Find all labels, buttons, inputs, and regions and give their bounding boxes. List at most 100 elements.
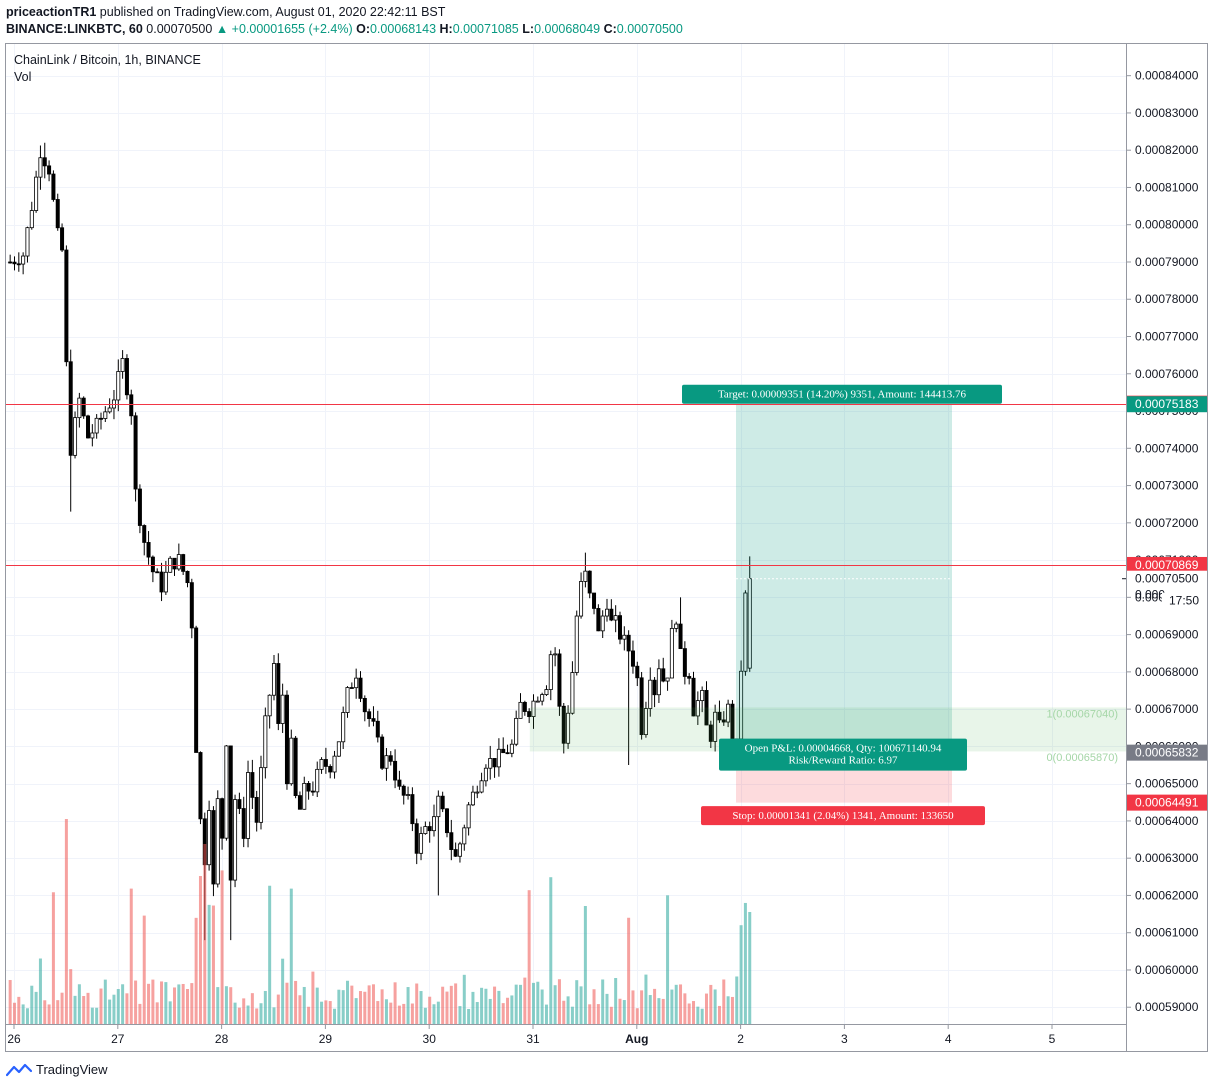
candle-body bbox=[349, 687, 354, 689]
volume-bar bbox=[514, 984, 518, 1024]
time-tick-label: 26 bbox=[7, 1032, 21, 1046]
tradingview-footer[interactable]: TradingView bbox=[6, 1062, 108, 1077]
volume-bar bbox=[436, 1001, 440, 1024]
price-tick-label: 0.00080000 bbox=[1135, 218, 1199, 232]
price-axis-label-text: 0.00065832 bbox=[1135, 746, 1199, 760]
candle-body bbox=[380, 736, 385, 769]
candle-body bbox=[8, 261, 13, 264]
volume-bar bbox=[90, 1007, 94, 1024]
candle-body bbox=[579, 581, 584, 617]
candle-body bbox=[375, 720, 380, 738]
volume-bar bbox=[190, 983, 194, 1024]
volume-bar bbox=[493, 986, 497, 1024]
candle-body bbox=[276, 663, 281, 724]
volume-bar bbox=[246, 1005, 250, 1024]
candle-body bbox=[704, 690, 709, 726]
volume-bar bbox=[112, 994, 116, 1024]
candle-body bbox=[315, 768, 320, 793]
volume-bar bbox=[95, 1007, 99, 1024]
volume-bar bbox=[674, 984, 678, 1024]
candle-body bbox=[228, 745, 233, 881]
price-tick-label: 0.00081000 bbox=[1135, 180, 1199, 194]
price-tick-label: 0.00064000 bbox=[1135, 814, 1199, 828]
volume-bar bbox=[77, 984, 81, 1024]
symbol-line: BINANCE:LINKBTC, 60 0.00070500 ▲ +0.0000… bbox=[6, 22, 683, 36]
volume-bar bbox=[371, 984, 375, 1024]
candles bbox=[8, 142, 752, 941]
candle-body bbox=[695, 700, 700, 717]
volume-bar bbox=[592, 989, 596, 1024]
volume-bar bbox=[380, 989, 384, 1024]
candle-body bbox=[246, 772, 251, 839]
candle-body bbox=[302, 783, 307, 810]
volume-bar bbox=[216, 987, 220, 1024]
volume-bar bbox=[259, 1003, 263, 1024]
price-axis-label-text: 0.00064491 bbox=[1135, 796, 1199, 810]
candle-body bbox=[527, 711, 532, 717]
volume-bar bbox=[121, 984, 125, 1024]
volume-bar bbox=[622, 1000, 626, 1024]
candle-body bbox=[535, 700, 540, 703]
volume-bar bbox=[151, 979, 155, 1024]
candle-body bbox=[656, 668, 661, 696]
volume-bar bbox=[717, 1005, 721, 1024]
candle-body bbox=[669, 628, 674, 679]
volume-bar bbox=[64, 819, 68, 1024]
candle-body bbox=[133, 415, 138, 490]
volume-bar bbox=[428, 996, 432, 1024]
volume-bar bbox=[302, 986, 306, 1024]
volume-bar bbox=[730, 996, 734, 1024]
volume-bar bbox=[618, 998, 622, 1024]
last-price-label: 0.00070500 0.000 bbox=[1122, 570, 1207, 602]
volume-bar bbox=[596, 1004, 600, 1024]
volume-bar bbox=[207, 904, 211, 1024]
candle-body bbox=[419, 833, 424, 854]
candle-body bbox=[574, 615, 579, 673]
volume-bar bbox=[393, 982, 397, 1024]
volume-bar bbox=[666, 895, 670, 1024]
price-axis-label-text: 0.00070869 bbox=[1135, 558, 1199, 572]
volume-bar bbox=[570, 1006, 574, 1024]
candle-body bbox=[21, 255, 26, 265]
pnl-label: Open P&L: 0.00004668, Qty: 100671140.94R… bbox=[719, 738, 967, 771]
volume-bar bbox=[138, 1003, 142, 1024]
volume-bar bbox=[328, 1001, 332, 1024]
volume-bar bbox=[12, 1002, 16, 1024]
volume-bar bbox=[614, 977, 618, 1024]
volume-bar bbox=[181, 983, 185, 1024]
candle-body bbox=[38, 157, 43, 178]
publish-info: priceactionTR1 published on TradingView.… bbox=[6, 5, 445, 19]
volume-bar bbox=[155, 1002, 159, 1024]
pnl-label-text: Risk/Reward Ratio: 6.97 bbox=[788, 755, 898, 767]
volume-bar bbox=[722, 979, 726, 1024]
candle-body bbox=[661, 668, 666, 682]
candle-body bbox=[81, 397, 86, 417]
candle-body bbox=[432, 816, 437, 832]
candle-body bbox=[146, 542, 151, 558]
candle-body bbox=[233, 799, 238, 881]
candle-body bbox=[77, 397, 82, 419]
candle-body bbox=[332, 755, 337, 773]
candle-body bbox=[496, 748, 501, 768]
volume-bar bbox=[402, 1003, 406, 1024]
candle-body bbox=[68, 361, 73, 456]
price-tick-label: 0.00084000 bbox=[1135, 69, 1199, 83]
candle-body bbox=[159, 571, 164, 593]
volume-bar bbox=[449, 985, 453, 1024]
author-name[interactable]: priceactionTR1 bbox=[6, 5, 97, 19]
candle-body bbox=[189, 582, 194, 629]
price-tick-label: 0.00059000 bbox=[1135, 1000, 1199, 1014]
candle-body bbox=[449, 832, 454, 850]
candle-body bbox=[90, 432, 95, 439]
candle-body bbox=[470, 791, 475, 806]
volume-bar bbox=[661, 998, 665, 1024]
volume-bar bbox=[21, 1004, 25, 1024]
candle-body bbox=[609, 608, 614, 621]
candle-body bbox=[358, 677, 363, 699]
candle-body bbox=[354, 677, 359, 689]
candle-body bbox=[362, 698, 367, 713]
target-label-bg bbox=[682, 384, 1002, 404]
volume-bar bbox=[627, 917, 631, 1024]
volume-bar bbox=[220, 870, 224, 1024]
